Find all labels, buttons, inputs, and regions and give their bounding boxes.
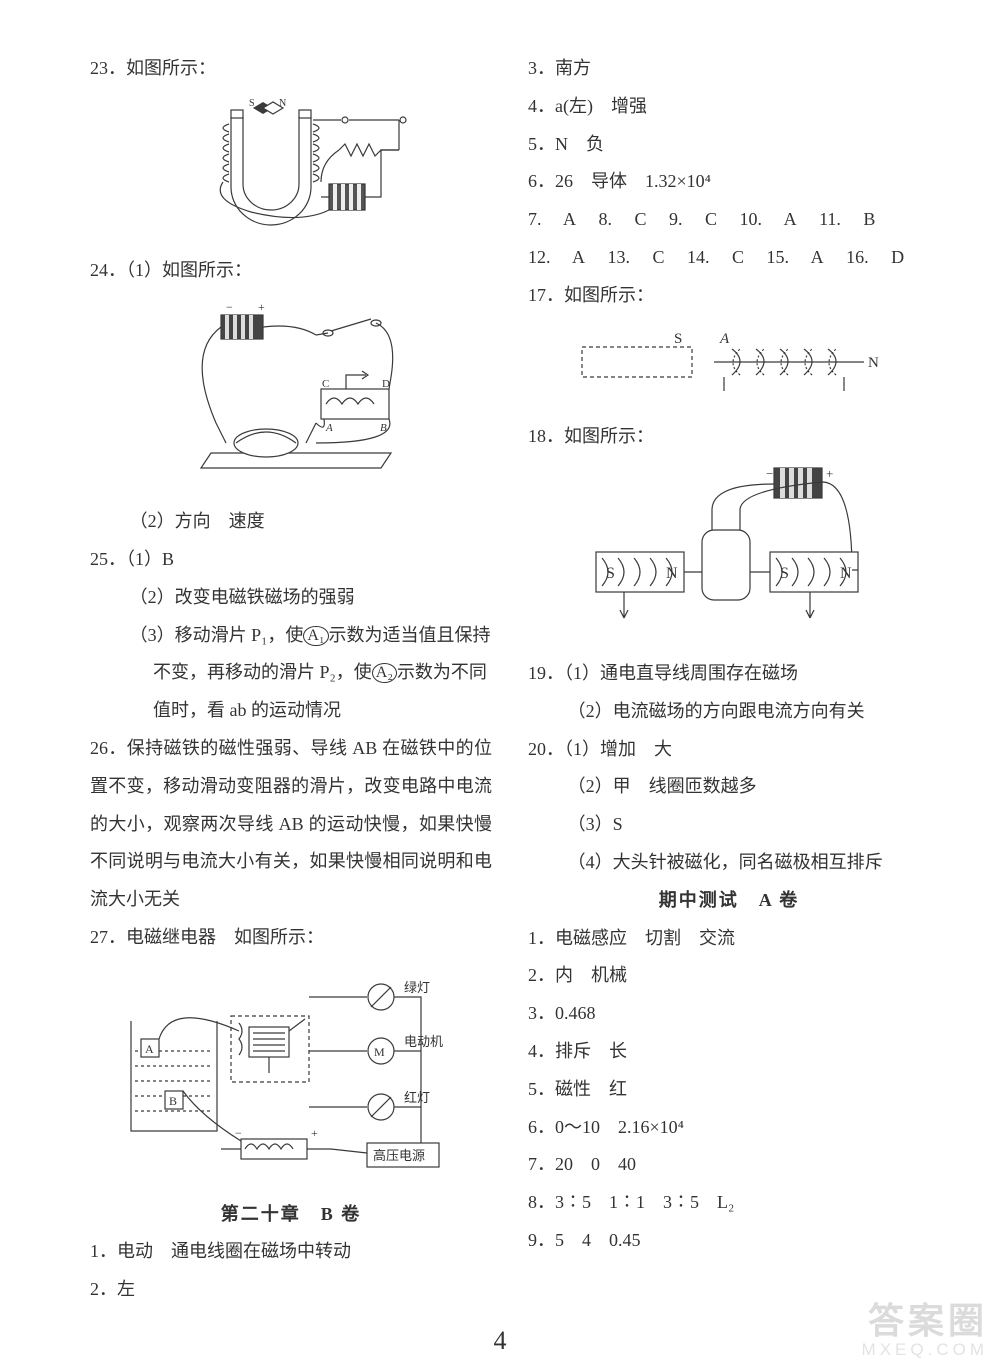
fig23: S N	[90, 92, 492, 246]
q24-2: （2）方向 速度	[90, 503, 492, 541]
q20-4: （4）大头针被磁化，同名磁极相互排斥	[528, 844, 930, 882]
fig27: A B M 绿灯 电动机 红灯	[90, 961, 492, 1190]
q25-3a: （3）移动滑片 P₁，使A₁示数为适当值且保持	[90, 617, 492, 655]
m2: 2．内 机械	[528, 957, 930, 995]
svg-text:+: +	[258, 300, 265, 314]
svg-text:B: B	[169, 1094, 177, 1108]
page: 23．如图所示： S N	[0, 0, 1000, 1370]
svg-text:N: N	[666, 565, 678, 582]
page-number: 4	[494, 1326, 507, 1356]
svg-text:N: N	[868, 355, 879, 371]
q25-1: 25．（1）B	[90, 541, 492, 579]
q1b: 1．电动 通电线圈在磁场中转动	[90, 1233, 492, 1271]
q20-1: 20．（1）增加 大	[528, 731, 930, 769]
svg-text:S: S	[780, 565, 789, 582]
fig24: C D A B −	[90, 293, 492, 497]
m8: 8．3∶5 1∶1 3∶5 L₂	[528, 1184, 930, 1222]
q18: 18．如图所示： + −	[528, 418, 930, 649]
a5: 5．N 负	[528, 126, 930, 164]
badge-a1: A₁	[303, 626, 328, 646]
q19-1: 19．（1）通电直导线周围存在磁场	[528, 655, 930, 693]
m7: 7．20 0 40	[528, 1146, 930, 1184]
svg-text:M: M	[374, 1045, 385, 1059]
svg-text:A: A	[145, 1042, 154, 1056]
m4: 4．排斥 长	[528, 1033, 930, 1071]
q19-2: （2）电流磁场的方向跟电流方向有关	[528, 693, 930, 731]
q18-label: 18．如图所示：	[528, 418, 930, 456]
m5: 5．磁性 红	[528, 1071, 930, 1109]
q27-label: 27．电磁继电器 如图所示：	[90, 919, 492, 957]
a6: 6．26 导体 1.32×10⁴	[528, 163, 930, 201]
m3: 3．0.468	[528, 995, 930, 1033]
fig18: + − S N S N	[528, 460, 930, 649]
svg-text:S: S	[249, 98, 255, 109]
mid-title: 期中测试 A 卷	[528, 882, 930, 920]
svg-text:A: A	[719, 331, 730, 347]
svg-text:电动机: 电动机	[404, 1034, 443, 1049]
svg-text:N: N	[279, 98, 286, 109]
a2: 2．左	[90, 1271, 492, 1309]
svg-text:绿灯: 绿灯	[404, 980, 430, 995]
svg-text:S: S	[674, 331, 682, 347]
q27: 27．电磁继电器 如图所示： A B	[90, 919, 492, 1190]
svg-text:红灯: 红灯	[404, 1090, 430, 1105]
svg-text:C: C	[322, 378, 329, 390]
svg-text:A: A	[325, 422, 333, 434]
a3: 3．南方	[528, 50, 930, 88]
q25-2: （2）改变电磁铁磁场的强弱	[90, 579, 492, 617]
m1: 1．电磁感应 切割 交流	[528, 920, 930, 958]
q20-3: （3）S	[528, 806, 930, 844]
svg-text:S: S	[606, 565, 615, 582]
svg-text:−: −	[226, 300, 233, 314]
q25-3c: 值时，看 ab 的运动情况	[90, 692, 492, 730]
q24-label: 24．（1）如图所示：	[90, 252, 492, 290]
mc-row-1: 7. A 8. C 9. C 10. A 11. B	[528, 201, 930, 239]
ch20b-title: 第二十章 B 卷	[90, 1196, 492, 1234]
q26: 26．保持磁铁的磁性强弱、导线 AB 在磁铁中的位置不变，移动滑动变阻器的滑片，…	[90, 730, 492, 919]
q25: 25．（1）B （2）改变电磁铁磁场的强弱 （3）移动滑片 P₁，使A₁示数为适…	[90, 541, 492, 730]
q25-3b: 不变，再移动的滑片 P₂，使A₂示数为不同	[90, 654, 492, 692]
mc-row-2: 12. A 13. C 14. C 15. A 16. D	[528, 239, 930, 277]
svg-text:+: +	[311, 1126, 318, 1140]
a4: 4．a(左) 增强	[528, 88, 930, 126]
q17-label: 17．如图所示：	[528, 277, 930, 315]
m6: 6．0～10 2.16×10⁴	[528, 1109, 930, 1147]
fig17: S A N	[528, 319, 930, 413]
svg-text:−: −	[766, 466, 773, 481]
q24: 24．（1）如图所示： C D A B	[90, 252, 492, 541]
svg-text:高压电源: 高压电源	[373, 1148, 425, 1163]
svg-text:+: +	[826, 466, 833, 481]
badge-a2: A₂	[372, 663, 397, 683]
svg-text:N: N	[840, 565, 852, 582]
q23-label: 23．如图所示：	[90, 50, 492, 88]
m9: 9．5 4 0.45	[528, 1222, 930, 1260]
q20-2: （2）甲 线圈匝数越多	[528, 768, 930, 806]
q17: 17．如图所示： S A N	[528, 277, 930, 413]
q23: 23．如图所示： S N	[90, 50, 492, 246]
